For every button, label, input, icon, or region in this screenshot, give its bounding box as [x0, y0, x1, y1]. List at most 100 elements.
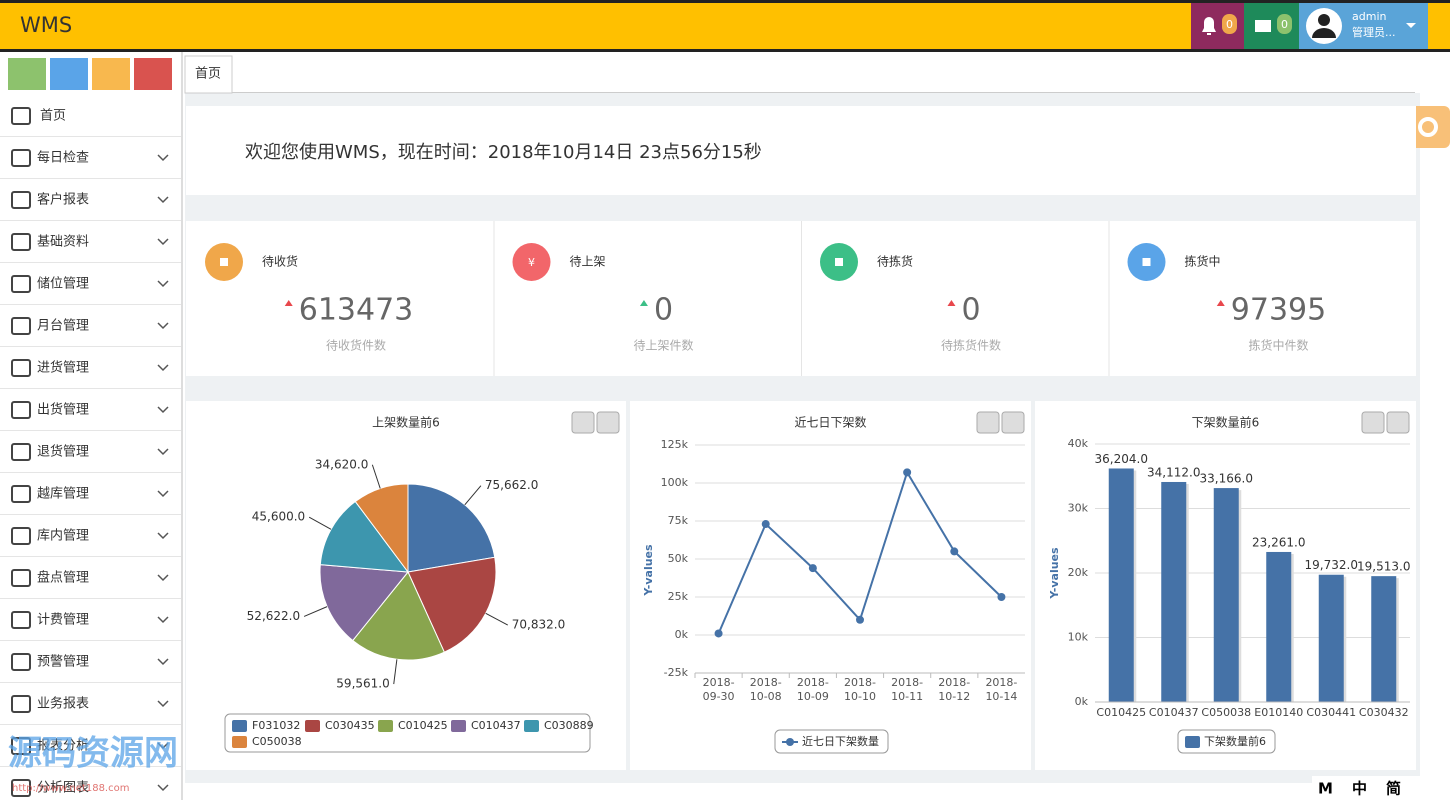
shortcut-button[interactable] [8, 58, 46, 90]
menu-chevron [157, 616, 169, 624]
menu-chevron [157, 490, 169, 498]
ime-item: 中 [1352, 780, 1367, 798]
menu-separator [0, 388, 181, 389]
badge [1277, 14, 1292, 34]
x-tick-label: 2018-09-30 [703, 676, 735, 703]
menu-icon [11, 485, 31, 503]
watermark-title: 源码资源网 [8, 734, 178, 774]
menu-item: 月台管理 [37, 319, 89, 334]
stat-icon-glyph [1142, 258, 1151, 266]
pie-slice [319, 564, 409, 642]
y-tick-label: 100k [661, 476, 689, 489]
y-tick-label: 10k [1068, 631, 1089, 644]
stat-title: 待收货 [262, 254, 298, 269]
point [761, 520, 770, 529]
menu-icon [11, 443, 31, 461]
legend [224, 713, 591, 753]
menu-icon [11, 149, 31, 167]
menu-icon [11, 359, 31, 377]
chart-title: 上架数量前6 [372, 415, 440, 430]
menu-icon [11, 275, 31, 293]
download-button[interactable] [1001, 411, 1025, 434]
data-label: 34,620.0 [315, 457, 368, 471]
header-border [0, 49, 1450, 52]
x-tick-label: C050038 [1201, 706, 1251, 719]
legend-label: 近七日下架数量 [802, 735, 879, 748]
menu-chevron [157, 364, 169, 372]
stat-divider [1108, 221, 1110, 376]
data-label: 36,204.0 [1095, 452, 1148, 466]
menu-icon [11, 401, 31, 419]
legend-swatch [378, 720, 393, 732]
menu-chevron [157, 238, 169, 246]
menu-separator [0, 766, 181, 767]
message-count: 0 [1281, 18, 1288, 31]
x-tick-label: C010425 [1096, 706, 1146, 719]
x-tick-label: 2018-10-10 [844, 676, 876, 703]
shortcut-button[interactable] [92, 58, 130, 90]
y-tick-label: 25k [668, 590, 689, 603]
stat-value: 97395 [1231, 293, 1326, 328]
menu-icon [11, 737, 31, 755]
user-role: 管理员... [1352, 25, 1396, 39]
download-button[interactable] [1386, 411, 1410, 434]
stat-caption: 待收货件数 [326, 338, 386, 353]
welcome-panel [186, 106, 1416, 195]
legend-label: C010425 [398, 719, 448, 732]
menu-separator [0, 472, 181, 473]
menu-item: 计费管理 [37, 613, 89, 628]
user-caret [1406, 23, 1416, 28]
watermark-url: http://www.net188.com [12, 783, 129, 794]
point [808, 564, 817, 573]
legend-label: C010437 [471, 719, 521, 732]
shortcut-button[interactable] [50, 58, 88, 90]
print-button[interactable] [976, 411, 1000, 434]
bar [1108, 468, 1134, 702]
menu-chevron [157, 658, 169, 666]
menu-chevron [157, 154, 169, 162]
menu-separator [0, 640, 181, 641]
menu-item: 库内管理 [37, 528, 89, 544]
ime-item: 简 [1386, 780, 1401, 798]
header-top [0, 0, 1450, 3]
menu-icon [11, 107, 31, 125]
legend-label: F031032 [252, 719, 300, 732]
stat-divider [493, 221, 495, 376]
menu-item: 分析图表 [37, 781, 89, 796]
ime-bar [1312, 776, 1450, 800]
print-button[interactable] [1361, 411, 1385, 434]
stat-caption: 拣货中件数 [1248, 338, 1308, 353]
y-tick-label: 50k [668, 552, 689, 565]
legend-label: C030889 [544, 719, 594, 732]
data-label: 34,112.0 [1147, 465, 1200, 479]
axis-title: Y-values [1048, 547, 1061, 600]
pie-slice [319, 500, 410, 573]
menu-icon [11, 233, 31, 251]
tab[interactable] [184, 55, 233, 94]
shortcut-button[interactable] [134, 58, 172, 90]
label-connector [485, 612, 509, 626]
menu-separator [0, 724, 181, 725]
menu-separator [0, 220, 181, 221]
menu-chevron [157, 742, 169, 750]
menu-item: 进货管理 [37, 360, 89, 376]
menu-item: 每日检查 [37, 150, 89, 166]
print-button[interactable] [571, 411, 595, 434]
stat-icon-glyph [220, 258, 228, 266]
menu-separator [0, 556, 181, 557]
label-connector [371, 464, 381, 489]
y-tick-label: 0k [1075, 695, 1089, 708]
download-button[interactable] [596, 411, 620, 434]
badge [1222, 14, 1237, 34]
chart-panel [630, 401, 1031, 770]
data-label: 19,732.0 [1305, 558, 1358, 572]
settings-button[interactable] [1410, 106, 1450, 148]
point [714, 629, 723, 638]
pie-slice [352, 571, 445, 661]
menu-chevron [157, 322, 169, 330]
y-tick-label: 20k [1068, 566, 1089, 579]
menu-item: 越库管理 [37, 486, 89, 502]
user-name: admin [1352, 10, 1386, 23]
